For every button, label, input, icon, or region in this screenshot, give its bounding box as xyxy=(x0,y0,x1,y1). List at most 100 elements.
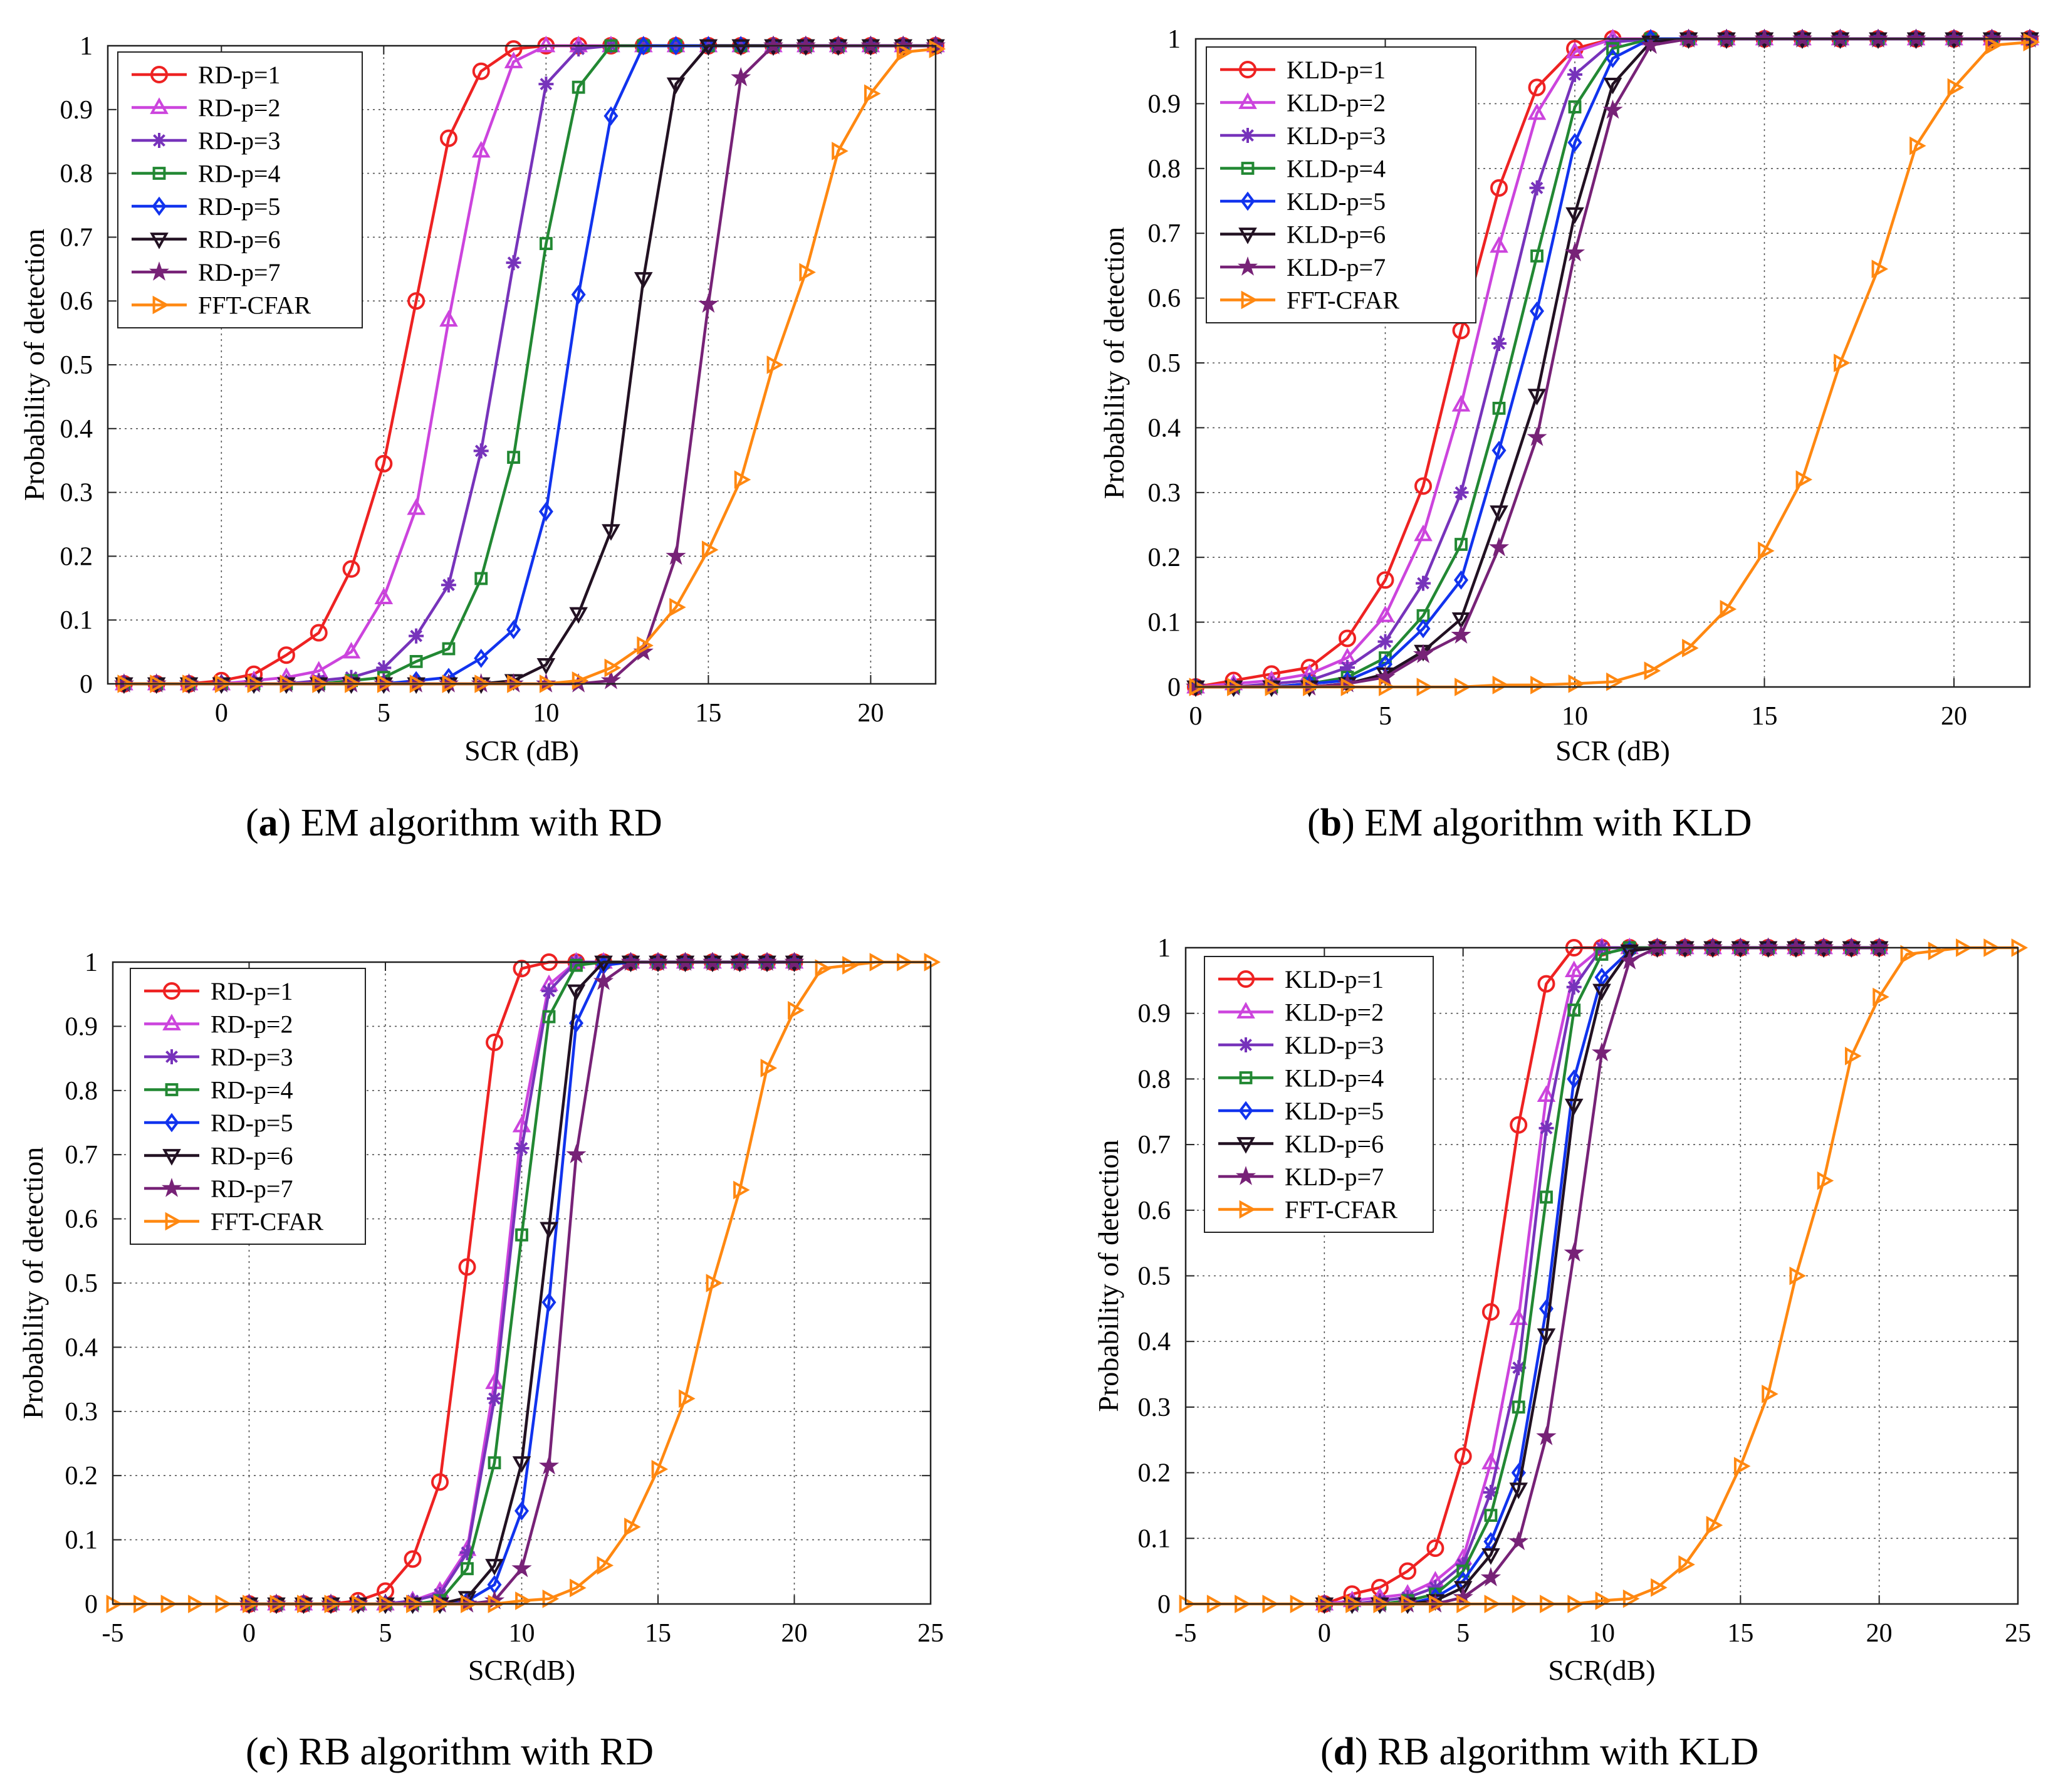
legend-label: RD-p=4 xyxy=(198,160,280,188)
legend-marker xyxy=(1237,970,1255,988)
data-point xyxy=(1566,979,1582,995)
chart-c: -5 0 5 10 15 20 2500.10.20.30.40.50.60.70.80.9… xyxy=(17,948,944,1686)
data-point xyxy=(1537,1328,1556,1345)
y-tick-label: 0.9 xyxy=(65,1012,98,1041)
legend-entry: RD-p=6 xyxy=(144,1142,293,1170)
legend-entry: RD-p=1 xyxy=(144,977,293,1005)
y-tick-label: 0.6 xyxy=(65,1205,98,1234)
data-point xyxy=(1565,207,1584,224)
data-point xyxy=(441,577,456,593)
data-point xyxy=(1730,938,1751,956)
y-axis-label: Probability of detection xyxy=(18,229,50,501)
data-point xyxy=(1564,1098,1584,1116)
legend-marker xyxy=(1239,61,1256,78)
x-tick-label: 25 xyxy=(917,1619,944,1648)
legend-marker xyxy=(152,196,167,216)
data-point xyxy=(1512,1400,1525,1414)
data-point xyxy=(1376,605,1395,622)
y-tick-label: 0.6 xyxy=(60,287,93,316)
y-tick-label: 0.4 xyxy=(1138,1328,1171,1356)
data-point xyxy=(409,654,423,668)
legend-entry: RD-p=4 xyxy=(144,1076,293,1104)
data-point xyxy=(896,43,914,61)
data-point xyxy=(1592,983,1611,1001)
legend-entry: RD-p=2 xyxy=(144,1010,293,1039)
data-point xyxy=(310,624,328,642)
data-point xyxy=(542,1010,556,1024)
data-point xyxy=(1678,29,1699,48)
data-point xyxy=(699,39,718,56)
data-point xyxy=(1716,29,1737,48)
data-point xyxy=(1529,180,1545,196)
legend-entry: KLD-p=6 xyxy=(1218,1130,1384,1158)
legend-entry: KLD-p=4 xyxy=(1220,155,1386,183)
data-point xyxy=(474,572,488,585)
legend-label: KLD-p=4 xyxy=(1285,1064,1384,1092)
data-point xyxy=(651,1460,669,1479)
data-point xyxy=(459,1545,475,1561)
data-point xyxy=(1591,1042,1612,1062)
data-point xyxy=(634,272,653,289)
data-point xyxy=(541,1292,556,1313)
legend-entry: KLD-p=3 xyxy=(1220,122,1386,150)
x-tick-label: -5 xyxy=(1175,1619,1197,1648)
legend-label: KLD-p=5 xyxy=(1285,1097,1384,1125)
axes: 0 5 10 15 20 0 0.1 0.2 0.3 0.4 0.5 0.6 0.7 0.8 0.9 1 SCR… xyxy=(1098,25,2030,767)
legend-entry: KLD-p=3 xyxy=(1218,1031,1384,1059)
y-tick-label: 0.4 xyxy=(65,1333,98,1362)
y-tick-label: 0 xyxy=(80,670,93,699)
data-point xyxy=(1567,1003,1581,1017)
legend-label: RD-p=5 xyxy=(211,1109,293,1137)
data-point xyxy=(1985,36,2002,55)
legend-label: RD-p=6 xyxy=(211,1142,293,1170)
data-point xyxy=(1426,1539,1444,1558)
data-point xyxy=(1480,1567,1502,1586)
data-point xyxy=(1795,470,1813,489)
legend-marker xyxy=(162,1149,181,1166)
legend-entry: KLD-p=2 xyxy=(1220,89,1386,117)
data-point xyxy=(666,545,686,565)
legend-label: RD-p=4 xyxy=(211,1076,293,1104)
data-point xyxy=(734,470,751,490)
data-point xyxy=(1538,1120,1554,1136)
data-point xyxy=(1620,944,1639,961)
data-point xyxy=(1456,1564,1470,1578)
x-tick-label: 20 xyxy=(1866,1619,1893,1648)
data-point xyxy=(569,607,588,624)
data-point xyxy=(536,36,556,53)
data-point xyxy=(1490,505,1508,522)
legend-marker xyxy=(162,1014,181,1030)
data-point xyxy=(1789,1266,1806,1286)
data-point xyxy=(1491,441,1507,460)
data-point xyxy=(1484,1509,1498,1522)
data-point xyxy=(1527,426,1547,446)
plot-frame xyxy=(112,961,932,1605)
data-point xyxy=(514,1141,530,1156)
data-point xyxy=(766,355,784,374)
data-point xyxy=(1906,29,1926,48)
data-point xyxy=(1606,672,1623,691)
data-point xyxy=(439,129,457,147)
y-tick-label: 0 xyxy=(1167,673,1181,702)
data-point xyxy=(1530,249,1544,263)
data-point xyxy=(1179,1595,1196,1613)
data-point xyxy=(1537,975,1555,993)
y-tick-label: 0.7 xyxy=(1148,219,1181,248)
legend-entry: KLD-p=1 xyxy=(1220,56,1386,84)
x-tick-label: 20 xyxy=(857,699,884,728)
y-tick-label: 0.2 xyxy=(1148,543,1181,572)
data-point xyxy=(1644,661,1661,680)
legend-entry: KLD-p=2 xyxy=(1218,998,1384,1027)
legend-label: KLD-p=5 xyxy=(1287,187,1386,216)
data-point xyxy=(1491,336,1507,351)
data-point xyxy=(1606,48,1620,68)
data-point xyxy=(788,1000,805,1020)
data-point xyxy=(1508,1531,1529,1551)
data-point xyxy=(1540,1190,1553,1204)
data-point xyxy=(1453,485,1469,500)
data-point xyxy=(404,1550,422,1568)
caption-d: (d) RB algorithm with KLD xyxy=(1320,1731,1759,1773)
data-point xyxy=(1537,1085,1556,1102)
data-point xyxy=(1492,401,1506,415)
data-point xyxy=(1702,938,1723,956)
